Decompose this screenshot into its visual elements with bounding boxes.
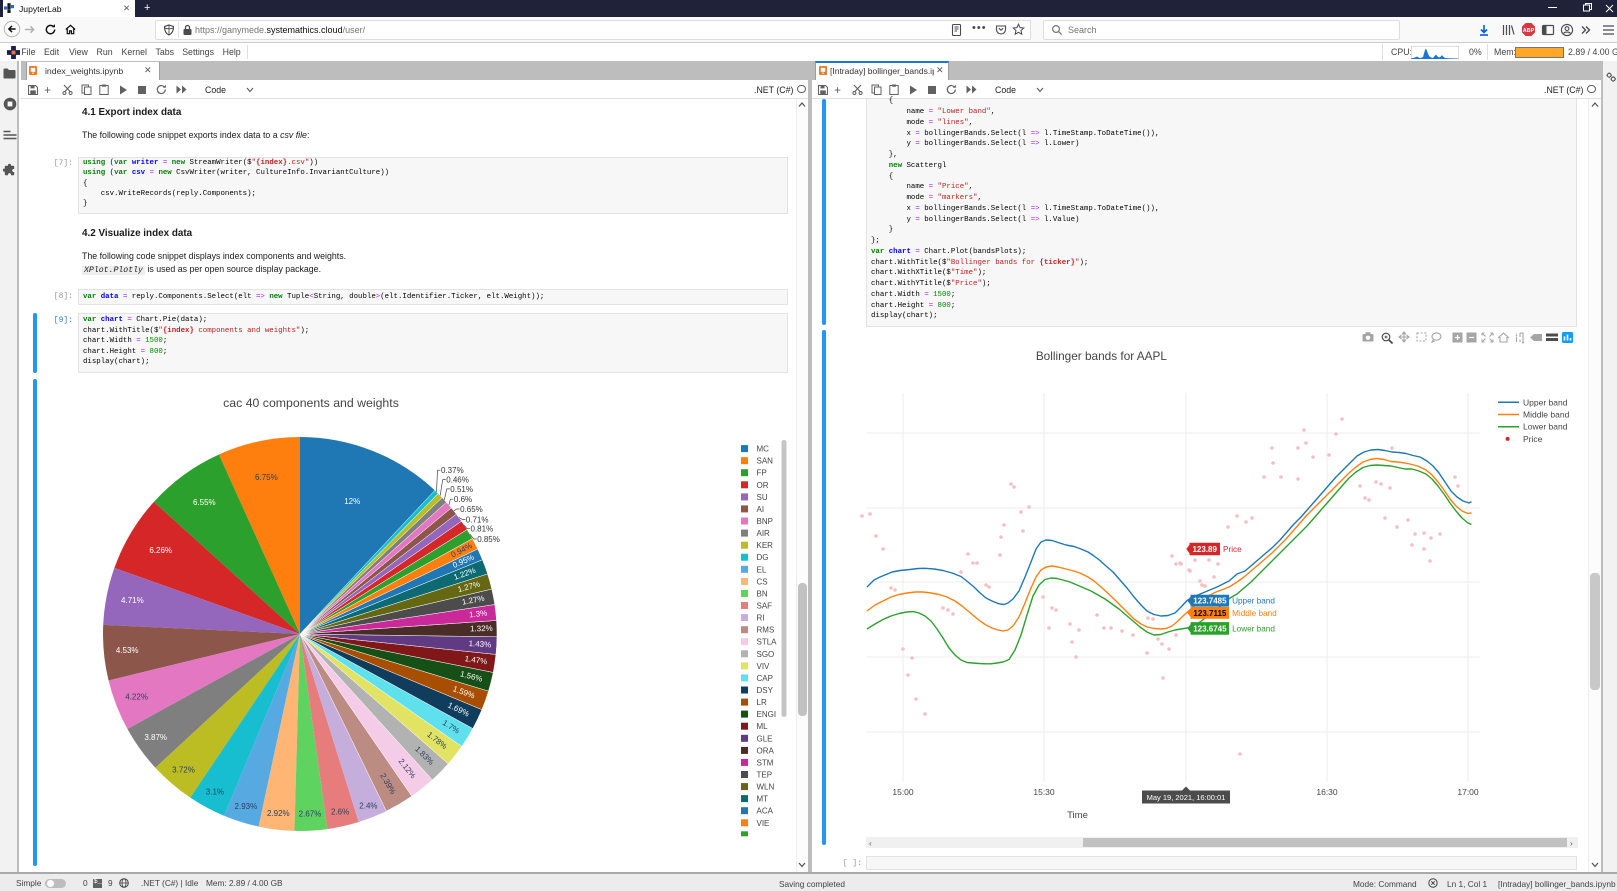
svg-text:LR: LR [757,698,767,707]
svg-text:2.93%: 2.93% [235,802,258,811]
svg-text:Middle band: Middle band [1232,609,1277,618]
svg-text:SGO: SGO [757,650,775,659]
svg-text:STM: STM [757,758,774,767]
svg-text:Lower band: Lower band [1232,624,1275,633]
svg-text:6.26%: 6.26% [149,546,172,555]
svg-text:Price: Price [1223,545,1242,554]
svg-text:123.7115: 123.7115 [1193,609,1226,618]
svg-text:VIV: VIV [757,662,771,671]
svg-text:6.75%: 6.75% [255,473,278,482]
svg-text:GLE: GLE [757,734,773,743]
svg-text:0.65%: 0.65% [460,505,483,514]
svg-text:May 19, 2021, 16:00:01: May 19, 2021, 16:00:01 [1147,793,1226,802]
svg-text:ML: ML [757,722,769,731]
svg-text:AIR: AIR [757,529,771,538]
svg-text:0.81%: 0.81% [471,525,494,534]
svg-text:1.27%: 1.27% [461,594,485,607]
svg-text:1.47%: 1.47% [464,654,488,666]
svg-text:RI: RI [757,614,765,623]
svg-text:2.92%: 2.92% [267,809,290,818]
svg-text:2.67%: 2.67% [299,809,322,818]
svg-text:BN: BN [757,589,768,598]
svg-text:Price: Price [1523,434,1543,444]
svg-text:123.89: 123.89 [1192,545,1217,554]
svg-text:Bollinger bands for AAPL: Bollinger bands for AAPL [1036,349,1168,363]
svg-text:1.32%: 1.32% [470,624,493,634]
svg-text:SAF: SAF [757,602,773,611]
svg-text:2.4%: 2.4% [359,801,377,810]
svg-text:ABP: ABP [1523,28,1535,34]
svg-text:0.37%: 0.37% [441,466,464,475]
svg-text:123.6745: 123.6745 [1193,624,1227,633]
svg-text:cac 40 components and weights: cac 40 components and weights [223,396,399,410]
svg-text:0.71%: 0.71% [466,515,489,524]
svg-text:OR: OR [757,481,769,490]
svg-text:15:30: 15:30 [1033,787,1055,797]
svg-text:KER: KER [757,541,774,550]
svg-text:3.87%: 3.87% [144,733,167,742]
svg-text:STLA: STLA [757,638,778,647]
svg-text:0.51%: 0.51% [450,485,473,494]
svg-text:WLN: WLN [757,783,775,792]
svg-text:FP: FP [757,469,767,478]
svg-text:Middle band: Middle band [1523,410,1570,420]
svg-text:CS: CS [757,577,768,586]
svg-text:SU: SU [757,493,768,502]
svg-text:TEP: TEP [757,771,773,780]
svg-text:4.71%: 4.71% [121,596,144,605]
svg-text:RMS: RMS [757,626,775,635]
svg-text:4.22%: 4.22% [125,693,148,702]
svg-text:Upper band: Upper band [1232,597,1275,606]
svg-text:ORA: ORA [757,746,775,755]
svg-text:6.55%: 6.55% [193,498,216,507]
svg-text:16:30: 16:30 [1316,787,1338,797]
svg-text:3.72%: 3.72% [172,765,195,774]
svg-text:Lower band: Lower band [1523,422,1568,432]
svg-text:0.46%: 0.46% [446,476,469,485]
svg-text:123.7485: 123.7485 [1193,597,1227,606]
svg-text:15:00: 15:00 [892,787,914,797]
svg-text:SAN: SAN [757,457,774,466]
svg-text:DG: DG [757,553,769,562]
svg-text:0.85%: 0.85% [477,535,500,544]
svg-text:12%: 12% [344,497,360,506]
svg-text:Upper band: Upper band [1523,397,1568,407]
svg-text:1.3%: 1.3% [469,609,488,620]
svg-text:BNP: BNP [757,517,773,526]
svg-text:EL: EL [757,565,767,574]
svg-text:CAP: CAP [757,674,773,683]
svg-text:VIE: VIE [757,819,770,828]
svg-text:AI: AI [757,505,765,514]
svg-text:4.53%: 4.53% [116,646,139,655]
svg-text:DSY: DSY [757,686,774,695]
svg-text:2.6%: 2.6% [331,808,349,817]
svg-text:MC: MC [757,445,770,454]
svg-text:17:00: 17:00 [1457,787,1479,797]
svg-text:MT: MT [757,795,769,804]
svg-text:3.1%: 3.1% [206,788,224,797]
svg-text:0.6%: 0.6% [454,495,472,504]
svg-text:Time: Time [1067,810,1088,821]
svg-text:1.43%: 1.43% [468,639,491,649]
svg-text:ACA: ACA [757,807,774,816]
svg-text:ENGI: ENGI [757,710,777,719]
